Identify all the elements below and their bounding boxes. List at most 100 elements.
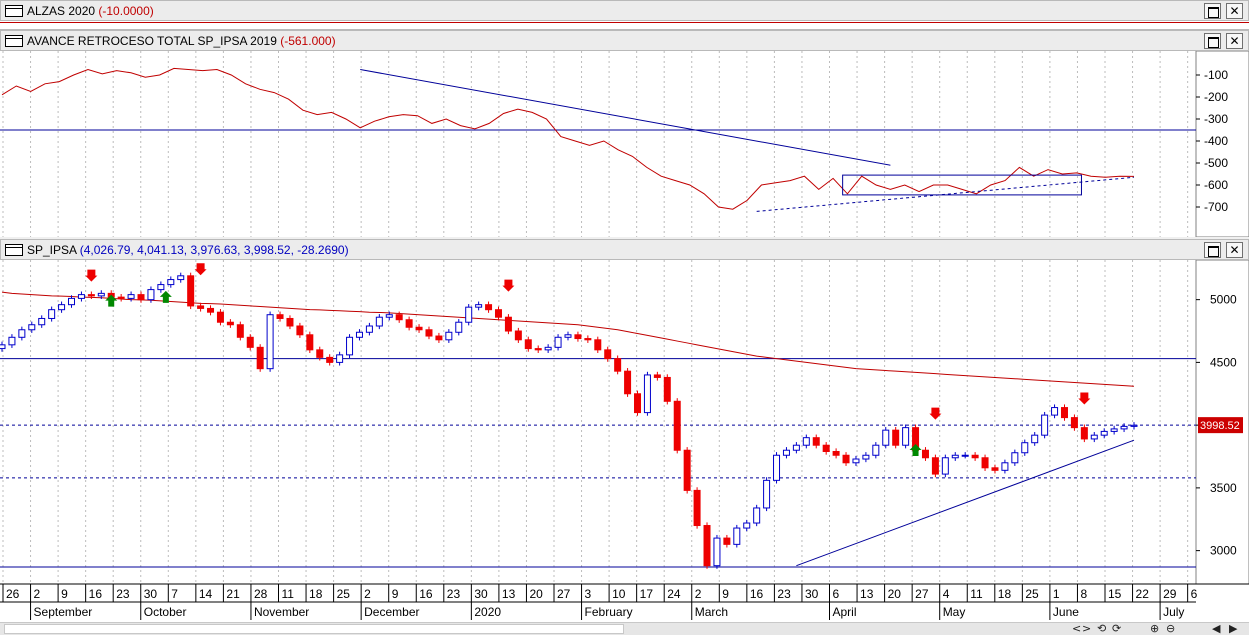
x-tick-label: 22 <box>1136 587 1150 601</box>
x-tick-label: 29 <box>1163 587 1177 601</box>
ipsa-chart: 300035004000450050003998.522629162330714… <box>0 260 1249 622</box>
candle-body <box>445 331 453 341</box>
panel-value: (-10.0000) <box>98 4 154 18</box>
y-tick-label: -100 <box>1204 68 1228 82</box>
close-button[interactable]: ✕ <box>1226 33 1243 49</box>
page-left-icon[interactable]: ◀ <box>1212 622 1221 635</box>
y-tick-label: -200 <box>1204 90 1228 104</box>
x-tick-label: 30 <box>474 587 488 601</box>
close-button[interactable]: ✕ <box>1226 3 1243 19</box>
sell-arrow-icon <box>194 263 207 276</box>
month-label: November <box>254 605 309 619</box>
month-label: April <box>833 605 857 619</box>
sell-arrow-icon <box>929 407 942 420</box>
titlebar-avance: AVANCE RETROCESO TOTAL SP_IPSA 2019 (-56… <box>0 30 1249 51</box>
candle-body <box>981 457 989 469</box>
candle-body <box>564 334 572 338</box>
x-tick-label: 16 <box>750 587 764 601</box>
price-badge <box>1198 417 1243 434</box>
candle-body <box>931 457 939 475</box>
y-tick-label: -300 <box>1204 112 1228 126</box>
candle-body <box>1021 442 1029 454</box>
x-tick-label: 11 <box>970 587 983 601</box>
candle-body <box>951 454 959 459</box>
range-box <box>842 174 1082 196</box>
x-tick-label: 23 <box>777 587 791 601</box>
x-tick-label: 14 <box>199 587 213 601</box>
scroll-right-icon[interactable]: > <box>1082 622 1092 635</box>
candle-body <box>1100 430 1108 436</box>
page-right-icon[interactable]: ▶ <box>1229 622 1238 635</box>
window-icon <box>5 244 23 256</box>
x-tick-label: 7 <box>171 587 178 601</box>
buy-arrow-icon <box>105 294 118 307</box>
x-tick-label: 26 <box>6 587 20 601</box>
candle-body <box>395 314 403 321</box>
candle-body <box>1110 428 1118 432</box>
panel-title: ALZAS 2020 <box>27 4 96 18</box>
maximize-button[interactable] <box>1204 242 1221 258</box>
price-badge-label: 3998.52 <box>1200 420 1240 432</box>
scroll-thumb[interactable] <box>4 624 624 634</box>
trend-line-down <box>360 69 891 166</box>
candle-body <box>336 354 344 363</box>
candle-body <box>18 329 26 338</box>
candle-body <box>485 304 493 311</box>
refresh-icon[interactable]: ⟳ <box>1112 622 1122 635</box>
zoom-out-icon[interactable]: ⊖ <box>1166 622 1176 635</box>
candle-body <box>465 306 473 323</box>
panel-value: (4,026.79, 4,041.13, 3,976.63, 3,998.52,… <box>79 243 349 257</box>
panel-title: AVANCE RETROCESO TOTAL SP_IPSA 2019 <box>27 34 277 48</box>
candle-body <box>723 537 731 545</box>
month-label: May <box>943 605 966 619</box>
buy-arrow-icon <box>159 290 172 303</box>
candle-body <box>494 309 502 318</box>
x-tick-label: 6 <box>833 587 840 601</box>
candle-body <box>604 349 612 360</box>
x-tick-label: 8 <box>1080 587 1087 601</box>
candle-body <box>87 294 95 297</box>
y-tick-label: 3000 <box>1210 544 1237 558</box>
horizontal-scrollbar[interactable]: < > ⟲ ⟳ ⊕ ⊖ ◀ ▶ <box>0 622 1249 635</box>
x-tick-label: 13 <box>860 587 874 601</box>
x-tick-label: 16 <box>89 587 103 601</box>
panel-title: SP_IPSA <box>27 243 77 257</box>
x-tick-label: 30 <box>805 587 819 601</box>
x-tick-label: 9 <box>722 587 729 601</box>
candle-body <box>773 454 781 481</box>
zoom-in-icon[interactable]: ⊕ <box>1150 622 1160 635</box>
candle-body <box>147 289 155 301</box>
candle-body <box>653 374 661 378</box>
candle-body <box>1001 462 1009 471</box>
close-button[interactable]: ✕ <box>1226 242 1243 258</box>
x-tick-label: 17 <box>640 587 654 601</box>
candle-body <box>167 279 175 286</box>
candle-body <box>77 294 85 299</box>
y-tick-label: 4500 <box>1210 355 1237 369</box>
titlebar-ipsa: SP_IPSA (4,026.79, 4,041.13, 3,976.63, 3… <box>0 239 1249 260</box>
x-tick-label: 1 <box>1053 587 1060 601</box>
candle-body <box>276 314 284 319</box>
reset-icon[interactable]: ⟲ <box>1097 622 1107 635</box>
scroll-left-icon[interactable]: < <box>1072 622 1082 635</box>
x-tick-label: 20 <box>888 587 902 601</box>
candle-body <box>514 330 522 341</box>
maximize-button[interactable] <box>1204 3 1221 19</box>
sell-arrow-icon <box>1078 392 1091 405</box>
x-tick-label: 21 <box>226 587 240 601</box>
candle-body <box>544 346 552 351</box>
x-tick-label: 2 <box>695 587 702 601</box>
candle-body <box>157 284 165 291</box>
sell-arrow-icon <box>502 279 515 292</box>
candle-body <box>614 358 622 372</box>
candle-body <box>594 339 602 351</box>
x-tick-label: 16 <box>419 587 433 601</box>
candle-body <box>375 316 383 327</box>
candle-body <box>812 437 820 446</box>
month-label: October <box>144 605 187 619</box>
month-label: July <box>1163 605 1184 619</box>
candle-body <box>68 297 76 306</box>
candle-body <box>584 338 592 341</box>
maximize-button[interactable] <box>1204 33 1221 49</box>
titlebar-alzas: ALZAS 2020 (-10.0000) ✕ <box>0 0 1249 21</box>
